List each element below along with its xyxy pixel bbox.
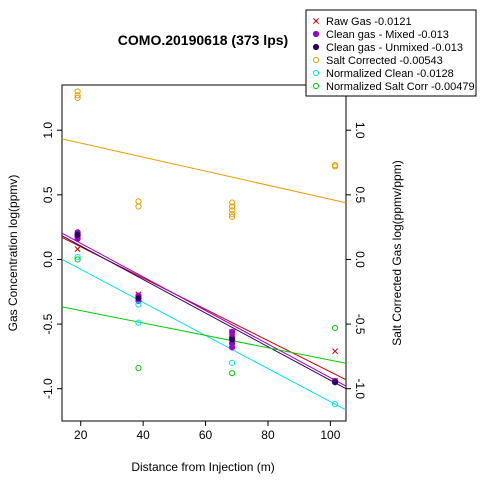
fit-line-series-5 — [62, 307, 346, 363]
legend-marker-2 — [313, 44, 318, 49]
data-point-s0-6 — [332, 349, 337, 354]
y-tick-label-left-0: -1.0 — [41, 378, 55, 399]
legend-item-2: Clean gas - Unmixed -0.013 — [313, 42, 463, 54]
data-layer — [62, 89, 346, 410]
x-tick-label-3: 80 — [261, 428, 275, 442]
data-point-s1-8 — [229, 345, 234, 350]
legend-label-0: Raw Gas -0.0121 — [326, 16, 412, 28]
fit-lines — [62, 139, 346, 410]
legend-label-4: Normalized Clean -0.0128 — [326, 68, 454, 80]
legend-item-0: Raw Gas -0.0121 — [313, 16, 411, 28]
y-tick-label-right-3: 0.5 — [353, 187, 367, 204]
y-tick-label-right-2: 0.0 — [353, 251, 367, 268]
legend-item-3: Salt Corrected -0.00543 — [313, 55, 442, 67]
y-tick-label-right-1: -0.5 — [353, 314, 367, 335]
data-point-s4-3 — [229, 360, 234, 365]
points-series-5 — [75, 257, 338, 376]
legend-label-5: Normalized Salt Corr -0.00479 — [326, 81, 475, 93]
y-tick-label-left-2: 0.0 — [41, 251, 55, 268]
points-series-4 — [75, 254, 338, 407]
y-axis-label-right: Salt Corrected Gas log(ppmv/ppm) — [390, 160, 404, 345]
data-point-s3-3 — [136, 199, 141, 204]
y-tick-label-left-4: 1.0 — [41, 122, 55, 139]
data-point-s3-4 — [136, 204, 141, 209]
data-point-s5-3 — [332, 325, 337, 330]
legend-item-1: Clean gas - Mixed -0.013 — [313, 29, 449, 41]
chart-title: COMO.20190618 (373 lps) — [118, 32, 288, 48]
legend-label-2: Clean gas - Unmixed -0.013 — [326, 42, 463, 54]
x-tick-label-1: 40 — [136, 428, 150, 442]
points-series-3 — [75, 89, 338, 220]
data-point-s5-1 — [136, 365, 141, 370]
data-point-s2-1 — [136, 296, 141, 301]
x-tick-label-0: 20 — [74, 428, 88, 442]
data-point-s2-3 — [332, 380, 337, 385]
data-point-s1-5 — [229, 329, 234, 334]
x-tick-label-4: 100 — [320, 428, 340, 442]
legend-item-4: Normalized Clean -0.0128 — [313, 68, 453, 80]
legend-label-3: Salt Corrected -0.00543 — [326, 55, 443, 67]
y-tick-label-left-1: -0.5 — [41, 313, 55, 334]
legend-item-5: Normalized Salt Corr -0.00479 — [313, 81, 474, 93]
x-axis-label: Distance from Injection (m) — [131, 460, 274, 474]
y-tick-label-right-4: 1.0 — [353, 122, 367, 139]
data-point-s2-2 — [229, 337, 234, 342]
plot-frame — [62, 85, 346, 421]
data-point-s5-2 — [229, 371, 234, 376]
y-tick-label-left-3: 0.5 — [41, 186, 55, 203]
y-tick-label-right-0: -1.0 — [353, 378, 367, 399]
fit-line-series-3 — [62, 139, 346, 203]
fit-line-series-2 — [62, 236, 346, 389]
legend-marker-1 — [313, 31, 318, 36]
axes-layer: 20 40 60 80 100 -1.0 -1.0 -0.5 -0.5 0.0 0.0 0.5 0.5 1… — [41, 122, 367, 442]
fit-line-series-1 — [62, 233, 346, 386]
legend-label-1: Clean gas - Mixed -0.013 — [326, 29, 449, 41]
points-series-2 — [75, 232, 338, 385]
data-point-s0-0 — [75, 247, 80, 252]
x-tick-label-2: 60 — [199, 428, 213, 442]
y-axis-label-left: Gas Concentration log(ppmv) — [6, 175, 20, 332]
data-point-s2-0 — [75, 232, 80, 237]
